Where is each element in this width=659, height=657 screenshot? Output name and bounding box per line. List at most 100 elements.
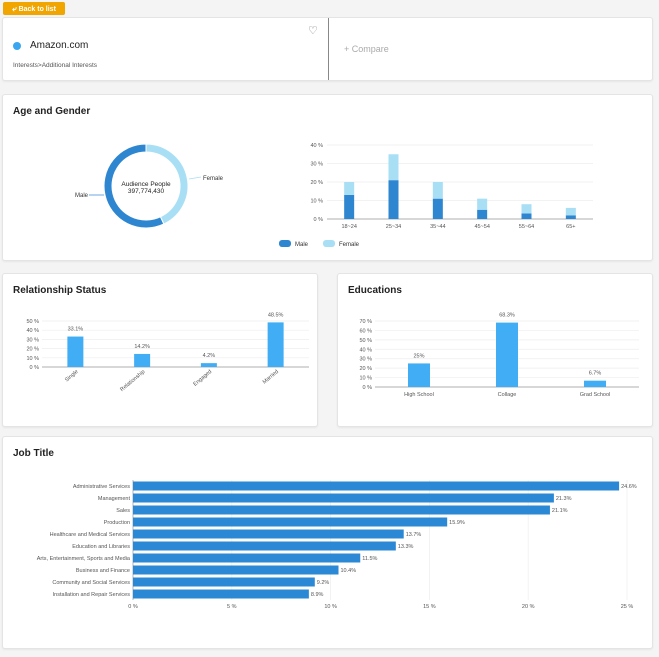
x-tick-label: 15 %	[423, 604, 436, 610]
y-tick-label: Administrative Services	[73, 484, 130, 490]
bar	[133, 577, 315, 587]
x-tick-label: 0 %	[128, 604, 138, 610]
x-tick-label: High School	[404, 392, 434, 398]
data-label: 21.3%	[556, 496, 572, 502]
bar-male	[521, 213, 532, 219]
x-tick-label: Engaged	[192, 369, 213, 388]
x-tick-label: 35~44	[430, 224, 445, 230]
breadcrumb: Interests>Additional Interests	[13, 62, 98, 69]
data-label: 21.1%	[552, 508, 568, 514]
x-tick-label: 45~54	[474, 224, 489, 230]
x-tick-label: Married	[262, 369, 280, 386]
age-gender-card: Age and Gender Audience People 397,774,4…	[2, 94, 653, 261]
y-tick-label: 50 %	[26, 319, 39, 325]
bar	[267, 322, 284, 367]
job-title-card: Job Title 0 % 5 % 10 % 15 % 20 % 25 % 24.6% Adm…	[2, 436, 653, 649]
y-tick-label: 10 %	[359, 376, 372, 382]
y-tick-label: Management	[98, 496, 131, 502]
age-stacked-chart: 0 % 10 % 20 % 30 % 40 % 18~24 25~34 35~44 45~54 5…	[279, 143, 593, 248]
y-tick-label: Installation and Repair Services	[53, 592, 131, 598]
x-tick-label: 55~64	[519, 224, 534, 230]
y-tick-label: 10 %	[26, 356, 39, 362]
y-tick-label: 0 %	[363, 385, 373, 391]
data-label: 13.3%	[398, 544, 414, 550]
bar-female	[477, 198, 488, 210]
data-label: 14.2%	[134, 344, 150, 350]
bar-female	[565, 207, 576, 216]
back-to-list-button[interactable]: ⤶ Back to list	[3, 2, 65, 15]
data-label: 15.9%	[449, 520, 465, 526]
y-tick-label: 0 %	[30, 365, 40, 371]
y-tick-label: 30 %	[359, 357, 372, 363]
relationship-title: Relationship Status	[13, 285, 107, 296]
bar-male	[565, 215, 576, 219]
bar-female	[344, 182, 355, 195]
bar-female	[521, 204, 532, 214]
bar	[408, 363, 430, 387]
data-label: 6.7%	[589, 371, 602, 377]
bar	[133, 529, 404, 539]
x-tick-label: 18~24	[341, 224, 356, 230]
y-tick-label: 50 %	[359, 338, 372, 344]
divider	[328, 18, 329, 80]
y-tick-label: 40 %	[359, 347, 372, 353]
relationship-chart: 0 % 10 % 20 % 30 % 40 % 50 % 33.1% Single 14.2% R…	[26, 312, 309, 393]
x-tick-label: 25 %	[621, 604, 634, 610]
education-chart: 0 % 10 % 20 % 30 % 40 % 50 % 60 % 70 % 25% High S…	[359, 313, 639, 398]
y-tick-label: 40 %	[26, 328, 39, 334]
bar	[496, 322, 518, 387]
data-label: 4.2%	[203, 353, 216, 359]
educations-title: Educations	[348, 285, 402, 296]
legend-swatch-female	[323, 240, 335, 247]
site-card: Amazon.com Interests>Additional Interest…	[2, 17, 653, 81]
bar	[67, 336, 84, 367]
compare-button[interactable]: + Compare	[344, 44, 389, 54]
x-tick-label: 65+	[566, 224, 575, 230]
legend-label-female: Female	[339, 242, 360, 248]
y-tick-label: Sales	[116, 508, 130, 514]
y-tick-label: 70 %	[359, 319, 372, 325]
job-chart: 0 % 5 % 10 % 15 % 20 % 25 % 24.6% Administrativ…	[37, 480, 637, 610]
y-tick-label: 30 %	[310, 162, 323, 168]
heart-icon[interactable]: ♡	[308, 25, 318, 37]
bar-male	[432, 198, 443, 219]
relationship-card: Relationship Status 0 % 10 % 20 % 30 % 40 % 5…	[2, 273, 318, 427]
bar	[133, 553, 361, 563]
y-tick-label: 10 %	[310, 199, 323, 205]
data-label: 48.5%	[268, 312, 284, 318]
x-tick-label: 20 %	[522, 604, 535, 610]
y-tick-label: Production	[104, 520, 130, 526]
y-tick-label: 40 %	[310, 143, 323, 149]
y-tick-label: Arts, Entertainment, Sports and Media	[37, 556, 131, 562]
bar-female	[432, 182, 443, 199]
y-tick-label: 30 %	[26, 337, 39, 343]
educations-card: Educations 0 % 10 % 20 % 30 % 40 % 50 % 60 % 70…	[337, 273, 653, 427]
bar-male	[388, 180, 399, 219]
bar	[200, 363, 217, 367]
data-label: 11.5%	[362, 556, 377, 562]
legend-swatch-male	[279, 240, 291, 247]
age-gender-title: Age and Gender	[13, 106, 91, 117]
x-tick-label: 10 %	[324, 604, 337, 610]
x-tick-label: 5 %	[227, 604, 237, 610]
x-tick-label: Single	[64, 369, 80, 383]
data-label: 8.9%	[311, 592, 324, 598]
y-tick-label: 0 %	[314, 217, 324, 223]
donut-label-male: Male	[75, 193, 89, 199]
bar	[134, 353, 151, 367]
arrow-left-icon: ⤶	[12, 4, 17, 13]
site-name: Amazon.com	[30, 40, 89, 51]
x-tick-label: Collage	[498, 392, 517, 398]
bar	[133, 589, 309, 599]
y-tick-label: Healthcare and Medical Services	[50, 532, 131, 538]
x-tick-label: Grad School	[580, 392, 611, 398]
gender-donut: Audience People 397,774,430 Male Female	[75, 143, 224, 229]
job-title-title: Job Title	[13, 448, 54, 459]
data-label: 10.4%	[341, 568, 357, 574]
bar	[133, 493, 554, 503]
bar	[133, 517, 448, 527]
y-tick-label: 60 %	[359, 328, 372, 334]
y-tick-label: 20 %	[359, 366, 372, 372]
data-label: 68.3%	[499, 313, 515, 319]
legend-label-male: Male	[295, 242, 309, 248]
